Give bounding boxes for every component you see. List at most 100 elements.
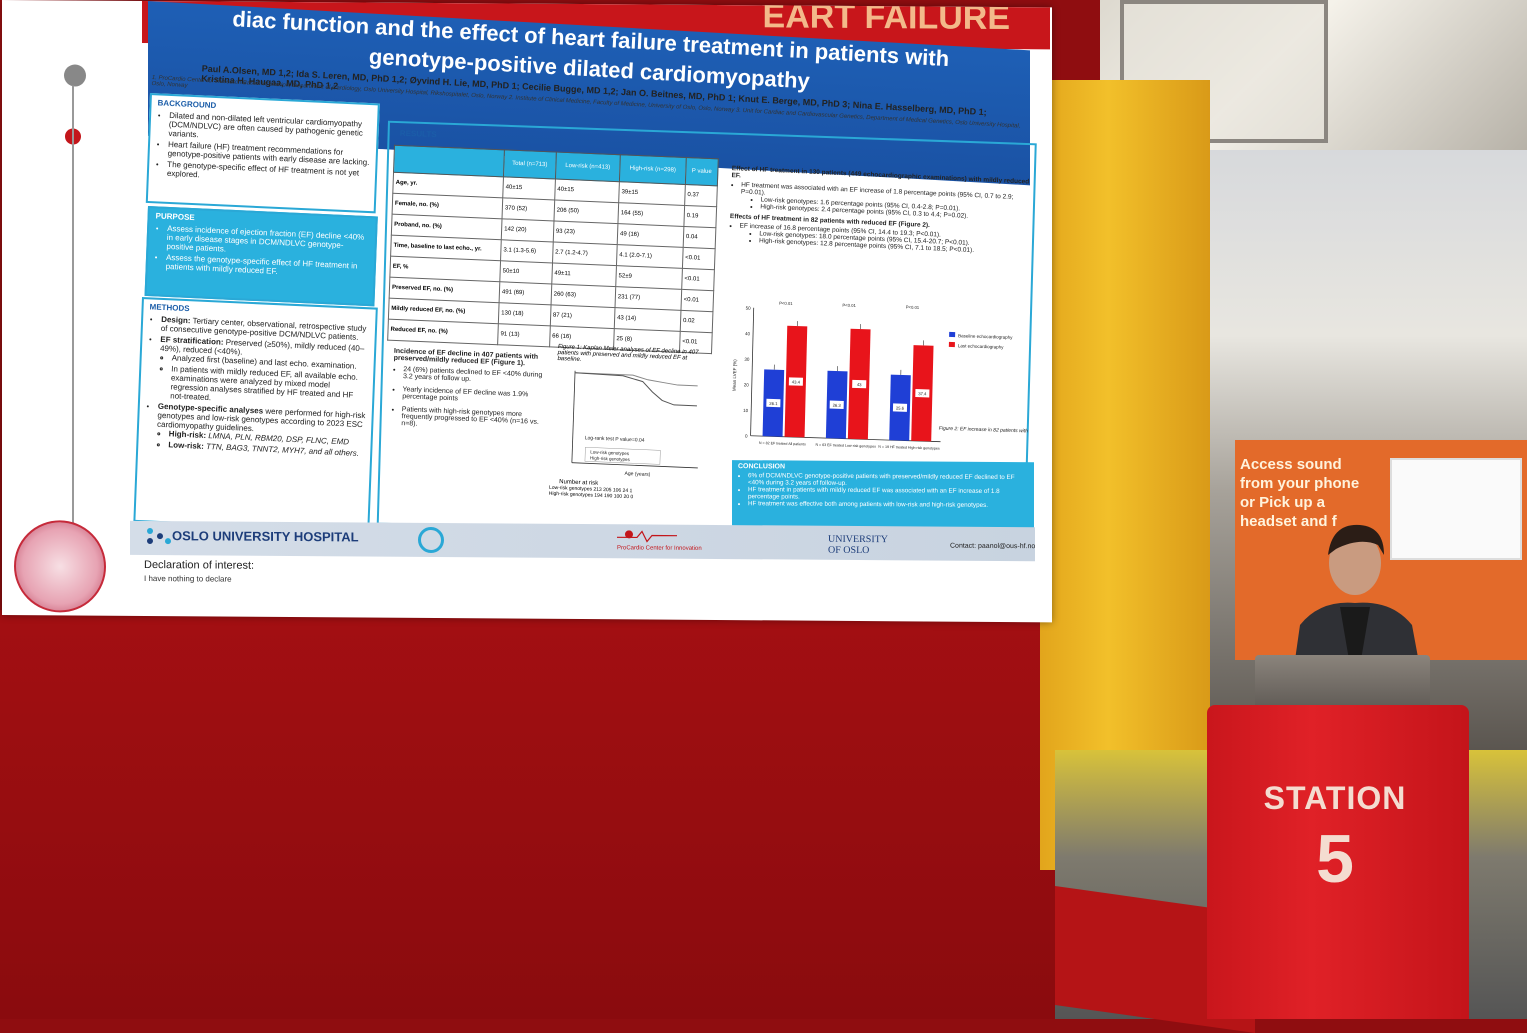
y-tick-label: 40	[745, 331, 751, 336]
heartbeat-icon	[617, 529, 677, 543]
table-cell: 142 (20)	[501, 219, 553, 242]
table-header-cell: High-risk (n=298)	[619, 155, 686, 185]
table-cell: 39±15	[619, 182, 686, 206]
timeline-dot-gray	[64, 64, 86, 86]
table-cell: 0.37	[685, 184, 718, 206]
y-tick-label: 50	[746, 306, 752, 311]
y-tick-label: 0	[745, 434, 748, 439]
station-number: 5	[1240, 820, 1430, 898]
category-label: N = 19 HF treated High-risk genotypes	[878, 445, 940, 451]
incidence-item: Yearly incidence of EF decline was 1.9% …	[402, 386, 542, 406]
table-cell: 491 (69)	[499, 282, 551, 305]
table-cell: 43 (14)	[614, 308, 681, 332]
red-exhibit-wall	[0, 610, 1060, 1019]
table-header-cell: P value	[685, 157, 718, 185]
results-table: Total (n=713)Low-risk (n=413)High-risk (…	[387, 145, 719, 354]
legend-swatch	[949, 342, 955, 347]
table-cell: 164 (55)	[618, 203, 685, 227]
poster-screen: EART FAILURE diac function and the effec…	[2, 0, 1052, 622]
procardio-icon	[418, 527, 444, 553]
y-tick-label: 20	[744, 382, 750, 387]
uio-line-1: UNIVERSITY	[828, 534, 888, 545]
table-cell: 231 (77)	[615, 287, 682, 311]
legend-label: Last echocardiography	[958, 343, 1004, 349]
oslo-hospital-logo-icon	[142, 523, 172, 553]
table-cell: 49 (16)	[617, 224, 684, 248]
table-cell: 370 (52)	[502, 198, 554, 221]
incidence-section: Incidence of EF decline in 407 patients …	[391, 348, 544, 439]
procardio-text: ProCardio Center for Innovation	[617, 545, 702, 552]
y-tick-label: 30	[744, 357, 750, 362]
background-panel: BACKGROUND Dilated and non-dilated left …	[146, 93, 380, 213]
table-cell: 0.19	[684, 205, 717, 227]
methods-geno: Genotype-specific analyses were performe…	[156, 402, 366, 458]
university-of-oslo-logo: UNIVERSITY OF OSLO	[828, 534, 888, 556]
conclusion-heading: CONCLUSION	[738, 463, 1028, 472]
y-axis	[751, 308, 754, 436]
bar-value-label: 43.4	[792, 379, 801, 384]
table-cell: 87 (21)	[550, 305, 615, 329]
km-plot: Log-rank test P value=0.04 Low-risk geno…	[549, 362, 703, 483]
conclusion-item: HF treatment was effective both among pa…	[748, 500, 1028, 509]
contact-info: Contact: paanol@ous-hf.no	[950, 543, 1035, 551]
table-cell: 3.1 (1.3-5.6)	[501, 240, 553, 263]
table-cell: <0.01	[682, 268, 715, 290]
bar-value-label: 25.6	[896, 406, 905, 411]
table-cell: 40±15	[503, 177, 555, 200]
declaration-heading: Declaration of interest:	[144, 559, 254, 572]
methods-ef: EF stratification: Preserved (≥50%), mil…	[158, 335, 368, 409]
ef-bar-chart: 0 10 20 30 40 50 Mean LVEF (%) 26.1 43.4 P<0.01 N …	[728, 295, 1032, 474]
table-cell: 206 (50)	[554, 200, 619, 224]
bar-value-label: 26.1	[769, 401, 778, 406]
category-label: N = 82 EF treated All patients	[759, 441, 806, 446]
oslo-hospital-logo: OSLO UNIVERSITY HOSPITAL	[172, 528, 359, 544]
significance-label: P<0.01	[779, 301, 793, 306]
podium-monitor	[1255, 655, 1430, 710]
y-axis-label: Mean LVEF (%)	[732, 359, 738, 391]
table-cell: 91 (13)	[498, 324, 550, 347]
table-header-cell: Low-risk (n=413)	[555, 152, 620, 182]
banner-text: EART FAILURE	[763, 0, 1010, 38]
decorative-globe	[14, 520, 106, 613]
bar-value-label: 43	[857, 382, 862, 387]
declaration-text: I have nothing to declare	[144, 574, 232, 584]
incidence-item: 24 (6%) patients declined to EF <40% dur…	[403, 366, 543, 386]
table-cell: 52±9	[616, 266, 683, 290]
bar-value-label: 37.4	[918, 391, 927, 396]
table-cell: <0.01	[681, 289, 714, 311]
table-cell: 93 (23)	[553, 221, 618, 245]
kaplan-meier-figure: Figure 1: Kaplan Meier analyses of EF de…	[548, 344, 714, 526]
table-cell: 49±11	[552, 263, 617, 287]
uio-line-2: OF OSLO	[828, 545, 888, 556]
methods-sub: In patients with mildly reduced EF, all …	[170, 364, 367, 409]
results-heading: RESULTS	[400, 129, 437, 139]
methods-panel: METHODS Design: Tertiary center, observa…	[133, 297, 377, 532]
category-label: N = 63 EF treated Low-risk genotypes	[815, 443, 876, 449]
y-tick-label: 10	[743, 408, 749, 413]
km-high-risk-curve	[574, 373, 698, 406]
table-cell: 0.04	[683, 226, 716, 248]
km-xlabel: Age (years)	[624, 471, 650, 478]
significance-label: P<0.01	[906, 305, 920, 310]
table-header-cell: Total (n=713)	[503, 150, 556, 179]
table-cell: <0.01	[682, 247, 715, 269]
procardio-logo: ProCardio Center for Innovation	[617, 529, 702, 552]
incidence-item: Patients with high-risk genotypes more f…	[401, 406, 542, 433]
table-cell: 40±15	[554, 179, 619, 203]
effect-section: Effect of HF treatment in 130 patients (…	[729, 163, 1030, 260]
purpose-panel: PURPOSE Assess incidence of ejection fra…	[145, 206, 378, 306]
significance-label: P<0.01	[842, 303, 856, 308]
legend-swatch	[949, 332, 955, 337]
km-logrank: Log-rank test P value=0.04	[585, 435, 645, 444]
table-cell: 0.02	[680, 310, 713, 332]
table-row-label: Reduced EF, no. (%)	[388, 319, 499, 345]
table-cell: 4.1 (2.0-7.1)	[616, 245, 683, 269]
table-cell: 130 (18)	[498, 303, 550, 326]
legend-label: Baseline echocardiography	[958, 333, 1013, 340]
conclusion-panel: CONCLUSION 6% of DCM/NDLVC genotype-posi…	[732, 460, 1034, 532]
bar-value-label: 26.3	[833, 403, 842, 408]
table-cell: 260 (63)	[551, 284, 616, 308]
table-cell: 2.7 (1.2-4.7)	[552, 242, 617, 266]
station-label: STATION	[1240, 780, 1430, 817]
high-risk-label: High-risk:	[169, 429, 207, 440]
